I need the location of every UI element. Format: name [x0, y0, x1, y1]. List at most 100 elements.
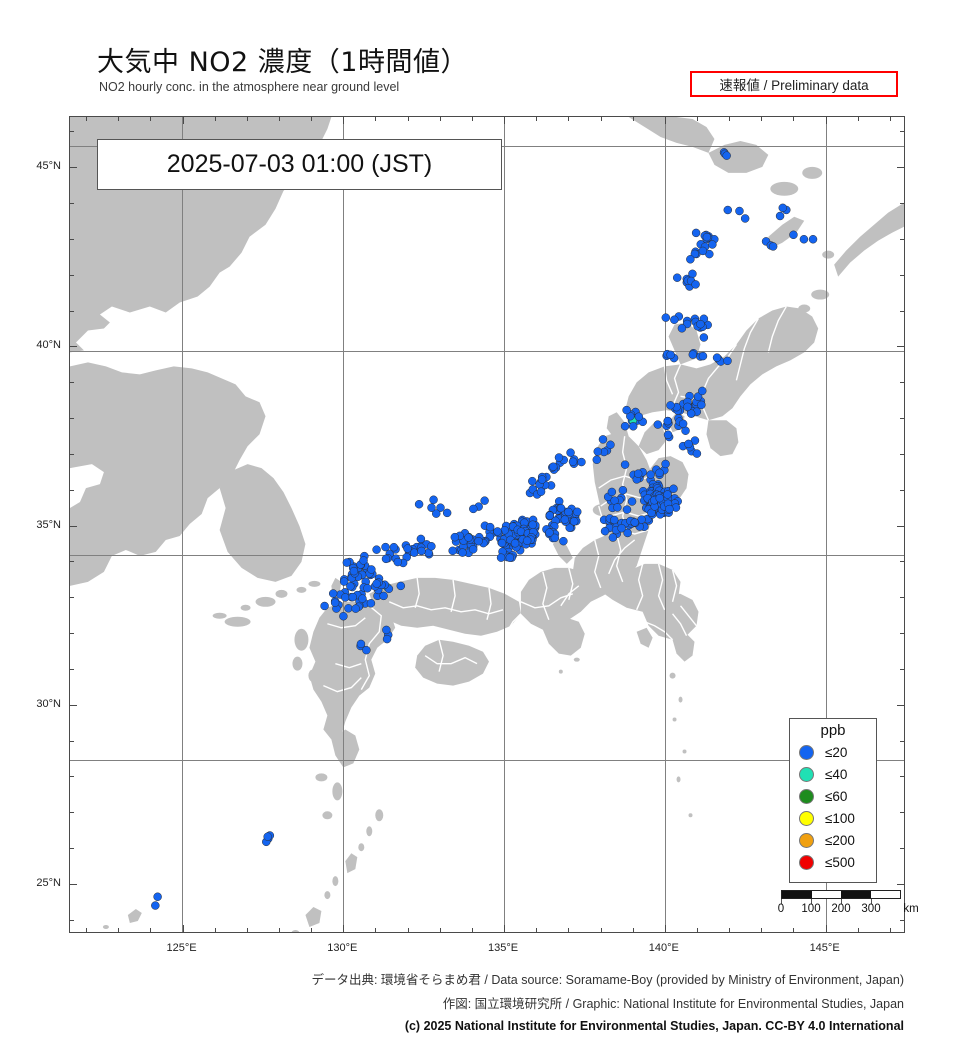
station-marker: [359, 556, 368, 565]
station-marker: [696, 319, 705, 329]
xtick-top-136: [536, 117, 538, 121]
station-marker: [669, 484, 678, 493]
y-axis-label-40°N: 40°N: [36, 339, 61, 352]
ytick-right-26: [900, 848, 904, 849]
station-marker: [566, 448, 575, 457]
station-marker: [768, 242, 778, 251]
footer-copyright: (c) 2025 National Institute for Environm…: [404, 1019, 904, 1033]
station-marker: [393, 557, 403, 567]
station-marker: [448, 546, 457, 556]
station-marker: [263, 832, 272, 841]
station-marker: [416, 534, 426, 544]
station-marker: [427, 542, 436, 551]
xtick-top-135: [504, 117, 506, 124]
station-marker: [620, 421, 630, 431]
xtick-top-140: [664, 117, 666, 124]
station-marker: [545, 511, 555, 520]
station-marker: [564, 507, 573, 517]
station-marker: [593, 447, 602, 456]
legend-item-5[interactable]: ≤500: [790, 851, 876, 873]
scale-seg-2: [811, 891, 841, 898]
station-marker: [522, 536, 532, 546]
legend-item-2[interactable]: ≤60: [790, 785, 876, 807]
legend-item-4[interactable]: ≤200: [790, 829, 876, 851]
ytick-27: [70, 812, 74, 814]
station-marker: [545, 528, 554, 537]
ytick-right-40: [897, 346, 904, 348]
xtick-top-146: [857, 117, 859, 121]
station-marker: [661, 313, 671, 322]
station-marker: [655, 493, 664, 503]
station-marker: [691, 280, 700, 289]
station-marker: [610, 515, 619, 525]
ytick-40: [70, 346, 77, 348]
ytick-33: [70, 597, 74, 599]
station-marker: [367, 565, 376, 574]
footer-data-source: データ出典: 環境省そらまめ君 / Data source: Soramame-…: [311, 973, 904, 987]
ytick-right-44: [900, 203, 904, 204]
ytick-26: [70, 848, 74, 849]
station-marker: [691, 228, 701, 238]
preliminary-data-badge: 速報値 / Preliminary data: [690, 71, 898, 97]
ytick-right-28: [900, 776, 904, 778]
xtick-133: [439, 928, 441, 932]
station-marker: [528, 476, 537, 486]
xtick-top-145: [825, 117, 827, 124]
station-marker: [627, 497, 637, 506]
ytick-right-24: [900, 919, 904, 921]
xtick-top-134: [471, 117, 473, 121]
station-marker: [493, 527, 502, 536]
station-marker: [358, 594, 367, 603]
ytick-right-36: [900, 489, 904, 491]
station-marker: [442, 508, 452, 518]
ytick-39: [70, 382, 74, 384]
ytick-25: [70, 883, 77, 885]
scale-seg-4: [870, 891, 900, 898]
xtick-top-142: [729, 117, 731, 121]
xtick-132: [407, 928, 409, 932]
gridline-40N: [70, 351, 904, 352]
station-marker: [666, 401, 675, 410]
legend-panel: ppb ≤20 ≤40 ≤60 ≤100 ≤200 ≤500: [789, 718, 877, 883]
legend-item-0[interactable]: ≤20: [790, 741, 876, 763]
station-marker: [799, 235, 809, 244]
station-marker: [686, 255, 695, 264]
ytick-43: [70, 238, 74, 240]
ytick-right-29: [900, 740, 904, 742]
ytick-36: [70, 489, 74, 491]
ytick-38: [70, 418, 74, 419]
station-marker: [672, 273, 682, 282]
gridline-35N: [70, 555, 904, 556]
ytick-right-25: [897, 883, 904, 885]
station-marker: [427, 503, 436, 512]
station-marker: [550, 533, 560, 543]
station-marker: [693, 392, 703, 401]
station-marker: [348, 592, 357, 602]
station-marker: [328, 589, 338, 598]
scale-label-100: 100: [801, 903, 821, 915]
xtick-top-130: [343, 117, 345, 124]
ytick-right-27: [900, 812, 904, 814]
station-marker: [339, 612, 348, 621]
station-marker: [382, 625, 391, 635]
xtick-134: [471, 928, 473, 932]
legend-item-1[interactable]: ≤40: [790, 763, 876, 785]
ytick-32: [70, 633, 74, 634]
station-marker: [464, 533, 473, 542]
scale-bar-segments: [781, 890, 901, 899]
xtick-123: [118, 928, 120, 932]
legend-item-3[interactable]: ≤100: [790, 807, 876, 829]
legend-swatch-icon: [799, 810, 814, 826]
station-marker: [722, 151, 731, 160]
map-plot-area[interactable]: [69, 116, 905, 933]
station-marker: [497, 538, 507, 548]
station-marker: [429, 495, 438, 504]
station-marker: [554, 453, 564, 462]
station-marker: [403, 544, 412, 553]
x-axis-label-130°E: 130°E: [327, 942, 358, 954]
station-marker: [623, 528, 632, 538]
scale-bar: 0 100 200 300 km: [778, 890, 919, 924]
footer-graphic-credit: 作図: 国立環境研究所 / Graphic: National Institut…: [442, 997, 904, 1011]
station-marker: [356, 639, 366, 649]
legend-swatch-icon: [799, 832, 814, 848]
